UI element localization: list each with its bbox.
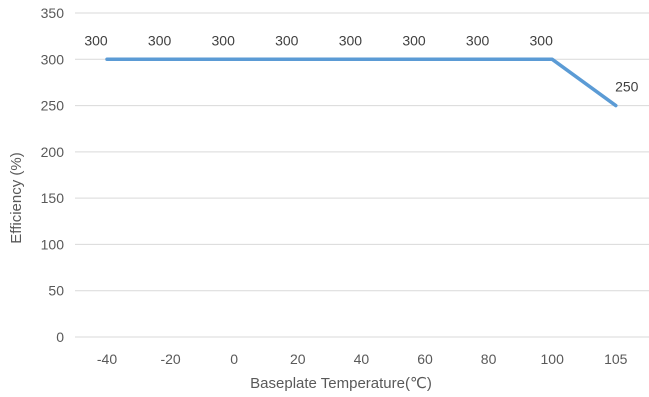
y-tick-label: 300 [41,51,65,67]
x-tick-label: 20 [290,351,306,367]
x-tick-label: 105 [604,351,628,367]
y-axis-title: Efficiency (%) [8,152,25,243]
data-label: 250 [615,79,639,95]
y-tick-label: 150 [41,190,65,206]
y-tick-label: 100 [41,236,65,252]
series-layer [105,57,618,108]
x-tick-label: 0 [230,351,238,367]
x-axis-title: Baseplate Temperature(℃) [250,375,432,392]
y-tick-label: 350 [41,5,65,21]
y-axis-ticks: 0 50 100 150 200 250 300 350 [41,5,65,345]
x-tick-label: 100 [541,351,565,367]
data-label: 300 [212,32,236,48]
x-tick-label: -20 [160,351,180,367]
x-tick-label: 80 [481,351,497,367]
y-tick-label: 200 [41,144,65,160]
x-tick-label: 40 [354,351,370,367]
gridlines [75,12,649,338]
x-axis-ticks: -40 -20 0 20 40 60 80 100 105 [97,351,628,367]
data-label: 300 [84,32,108,48]
data-label: 300 [148,32,172,48]
x-tick-label: -40 [97,351,117,367]
series-line [105,57,618,108]
data-label: 300 [402,32,426,48]
y-tick-label: 250 [41,98,65,114]
data-label: 300 [339,32,363,48]
data-label: 300 [466,32,490,48]
y-tick-label: 50 [48,283,64,299]
data-label: 300 [530,32,554,48]
x-tick-label: 60 [417,351,433,367]
y-tick-label: 0 [56,329,64,345]
data-labels: 300 300 300 300 300 300 300 300 250 [84,32,638,94]
data-label: 300 [275,32,299,48]
